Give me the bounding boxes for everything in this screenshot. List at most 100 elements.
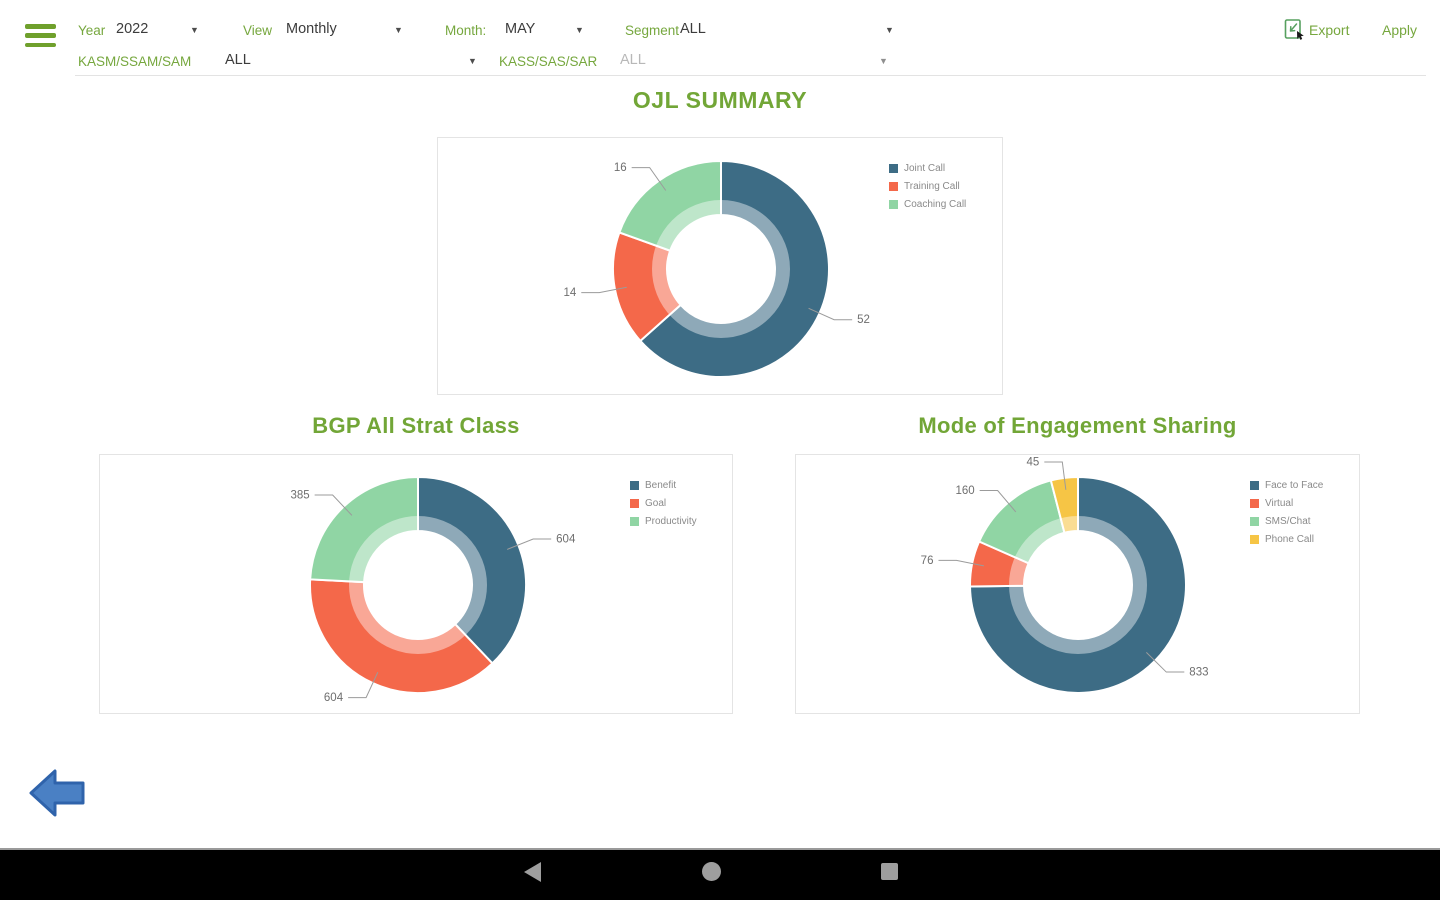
- data-label: 76: [921, 555, 934, 567]
- bgp-chart-title: BGP All Strat Class: [312, 413, 520, 438]
- legend-label: Goal: [645, 498, 667, 509]
- month-filter-value[interactable]: MAY: [505, 21, 536, 37]
- android-back-icon[interactable]: [524, 862, 541, 882]
- data-label-leader-line: [314, 494, 353, 516]
- legend-label: Productivity: [645, 516, 697, 527]
- data-label: 14: [563, 287, 576, 299]
- year-filter-label: Year: [78, 23, 106, 38]
- legend-item-sms-chat[interactable]: SMS/Chat: [1250, 516, 1323, 527]
- view-filter-label: View: [243, 23, 273, 38]
- bgp-legend: Benefit Goal Productivity: [630, 480, 697, 527]
- caret-down-icon[interactable]: ▼: [885, 25, 894, 35]
- segment-filter-value[interactable]: ALL: [680, 21, 706, 37]
- year-filter-value[interactable]: 2022: [116, 21, 149, 37]
- mode-chart-card: 833 76 160 45 Face to Face Virtual SMS/Chat Ph…: [795, 454, 1360, 714]
- caret-down-icon[interactable]: ▼: [575, 25, 584, 35]
- data-label: 385: [290, 490, 309, 502]
- legend-item-benefit[interactable]: Benefit: [630, 480, 697, 491]
- view-filter-value[interactable]: Monthly: [286, 21, 337, 37]
- caret-down-icon[interactable]: ▼: [190, 25, 199, 35]
- ojl-summary-donut-chart[interactable]: 52 14 16: [438, 138, 1004, 396]
- mode-legend: Face to Face Virtual SMS/Chat Phone Call: [1250, 480, 1323, 545]
- donut-slice-face-to-face[interactable]: [968, 475, 1187, 694]
- data-label: 160: [955, 485, 974, 497]
- data-label-leader-line: [808, 307, 853, 321]
- data-label-leader-line: [938, 559, 985, 567]
- legend-label: Phone Call: [1265, 534, 1314, 545]
- segment-filter-label: Segment: [625, 23, 680, 38]
- kasm-filter-value[interactable]: ALL: [225, 52, 251, 68]
- legend-swatch: [630, 481, 639, 490]
- android-navigation-bar: [0, 848, 1440, 900]
- legend-item-virtual[interactable]: Virtual: [1250, 498, 1323, 509]
- data-label: 16: [614, 162, 627, 174]
- legend-swatch: [1250, 535, 1259, 544]
- donut-slice-joint-call[interactable]: [638, 159, 830, 378]
- legend-label: Virtual: [1265, 498, 1294, 509]
- kass-filter-value[interactable]: ALL: [620, 52, 646, 68]
- kasm-filter-label: KASM/SSAM/SAM: [78, 54, 192, 69]
- back-arrow-icon[interactable]: [28, 766, 86, 820]
- donut-inner-highlight: [652, 200, 790, 338]
- data-label: 604: [324, 692, 344, 704]
- filter-toolbar: Year 2022 ▼ View Monthly ▼ Month: MAY ▼ …: [0, 0, 1440, 76]
- apply-button[interactable]: Apply: [1382, 22, 1418, 38]
- data-label-leader-line: [506, 538, 552, 550]
- caret-down-icon[interactable]: ▼: [468, 56, 477, 66]
- data-label-leader-line: [348, 671, 379, 699]
- legend-label: Joint Call: [904, 163, 946, 174]
- legend-swatch: [1250, 481, 1259, 490]
- bgp-chart-card: 604 604 385 Benefit Goal Productivity: [99, 454, 733, 714]
- donut-slice-phone-call[interactable]: [1049, 475, 1079, 534]
- caret-down-icon[interactable]: ▼: [394, 25, 403, 35]
- toolbar-divider: [75, 75, 1426, 76]
- legend-item-training-call[interactable]: Training Call: [889, 181, 966, 192]
- data-label-leader-line: [581, 286, 627, 294]
- export-button[interactable]: Export: [1309, 22, 1350, 38]
- data-label: 45: [1027, 456, 1040, 468]
- legend-label: Benefit: [645, 480, 677, 491]
- legend-item-productivity[interactable]: Productivity: [630, 516, 697, 527]
- legend-swatch: [630, 499, 639, 508]
- legend-label: Coaching Call: [904, 199, 967, 210]
- legend-swatch: [1250, 517, 1259, 526]
- legend-item-phone-call[interactable]: Phone Call: [1250, 534, 1323, 545]
- android-recents-icon[interactable]: [881, 863, 898, 880]
- ojl-summary-chart-card: 52 14 16 Joint Call Training Call Coaching C…: [437, 137, 1003, 395]
- data-label-leader-line: [979, 490, 1017, 513]
- page-title: OJL SUMMARY: [632, 87, 808, 113]
- data-label: 604: [556, 534, 576, 546]
- legend-label: SMS/Chat: [1265, 516, 1311, 527]
- kass-filter-label: KASS/SAS/SAR: [499, 54, 598, 69]
- donut-slice-goal[interactable]: [309, 578, 494, 694]
- bgp-donut-chart[interactable]: 604 604 385: [100, 455, 734, 715]
- legend-item-face-to-face[interactable]: Face to Face: [1250, 480, 1323, 491]
- data-label: 52: [857, 314, 870, 326]
- legend-swatch: [889, 164, 898, 173]
- legend-item-joint-call[interactable]: Joint Call: [889, 163, 966, 174]
- legend-item-coaching-call[interactable]: Coaching Call: [889, 199, 966, 210]
- android-home-icon[interactable]: [702, 862, 721, 881]
- donut-slice-productivity[interactable]: [309, 475, 419, 584]
- data-label: 833: [1189, 667, 1208, 679]
- menu-icon[interactable]: [25, 24, 56, 47]
- excel-export-icon[interactable]: [1284, 18, 1304, 42]
- donut-inner-highlight: [349, 516, 487, 654]
- month-filter-label: Month:: [445, 23, 487, 38]
- mode-donut-chart[interactable]: 833 76 160 45: [796, 455, 1361, 715]
- ojl-summary-legend: Joint Call Training Call Coaching Call: [889, 163, 966, 210]
- legend-swatch: [889, 182, 898, 191]
- donut-slice-benefit[interactable]: [417, 475, 527, 665]
- legend-label: Face to Face: [1265, 480, 1324, 491]
- data-label-leader-line: [1044, 461, 1067, 490]
- data-label-leader-line: [631, 167, 667, 191]
- caret-down-icon[interactable]: ▼: [879, 56, 888, 66]
- legend-item-goal[interactable]: Goal: [630, 498, 697, 509]
- legend-label: Training Call: [904, 181, 960, 192]
- donut-slice-coaching-call[interactable]: [618, 159, 722, 253]
- data-label-leader-line: [1146, 652, 1185, 673]
- donut-inner-highlight: [1009, 516, 1147, 654]
- mode-chart-title: Mode of Engagement Sharing: [918, 413, 1237, 438]
- legend-swatch: [1250, 499, 1259, 508]
- legend-swatch: [630, 517, 639, 526]
